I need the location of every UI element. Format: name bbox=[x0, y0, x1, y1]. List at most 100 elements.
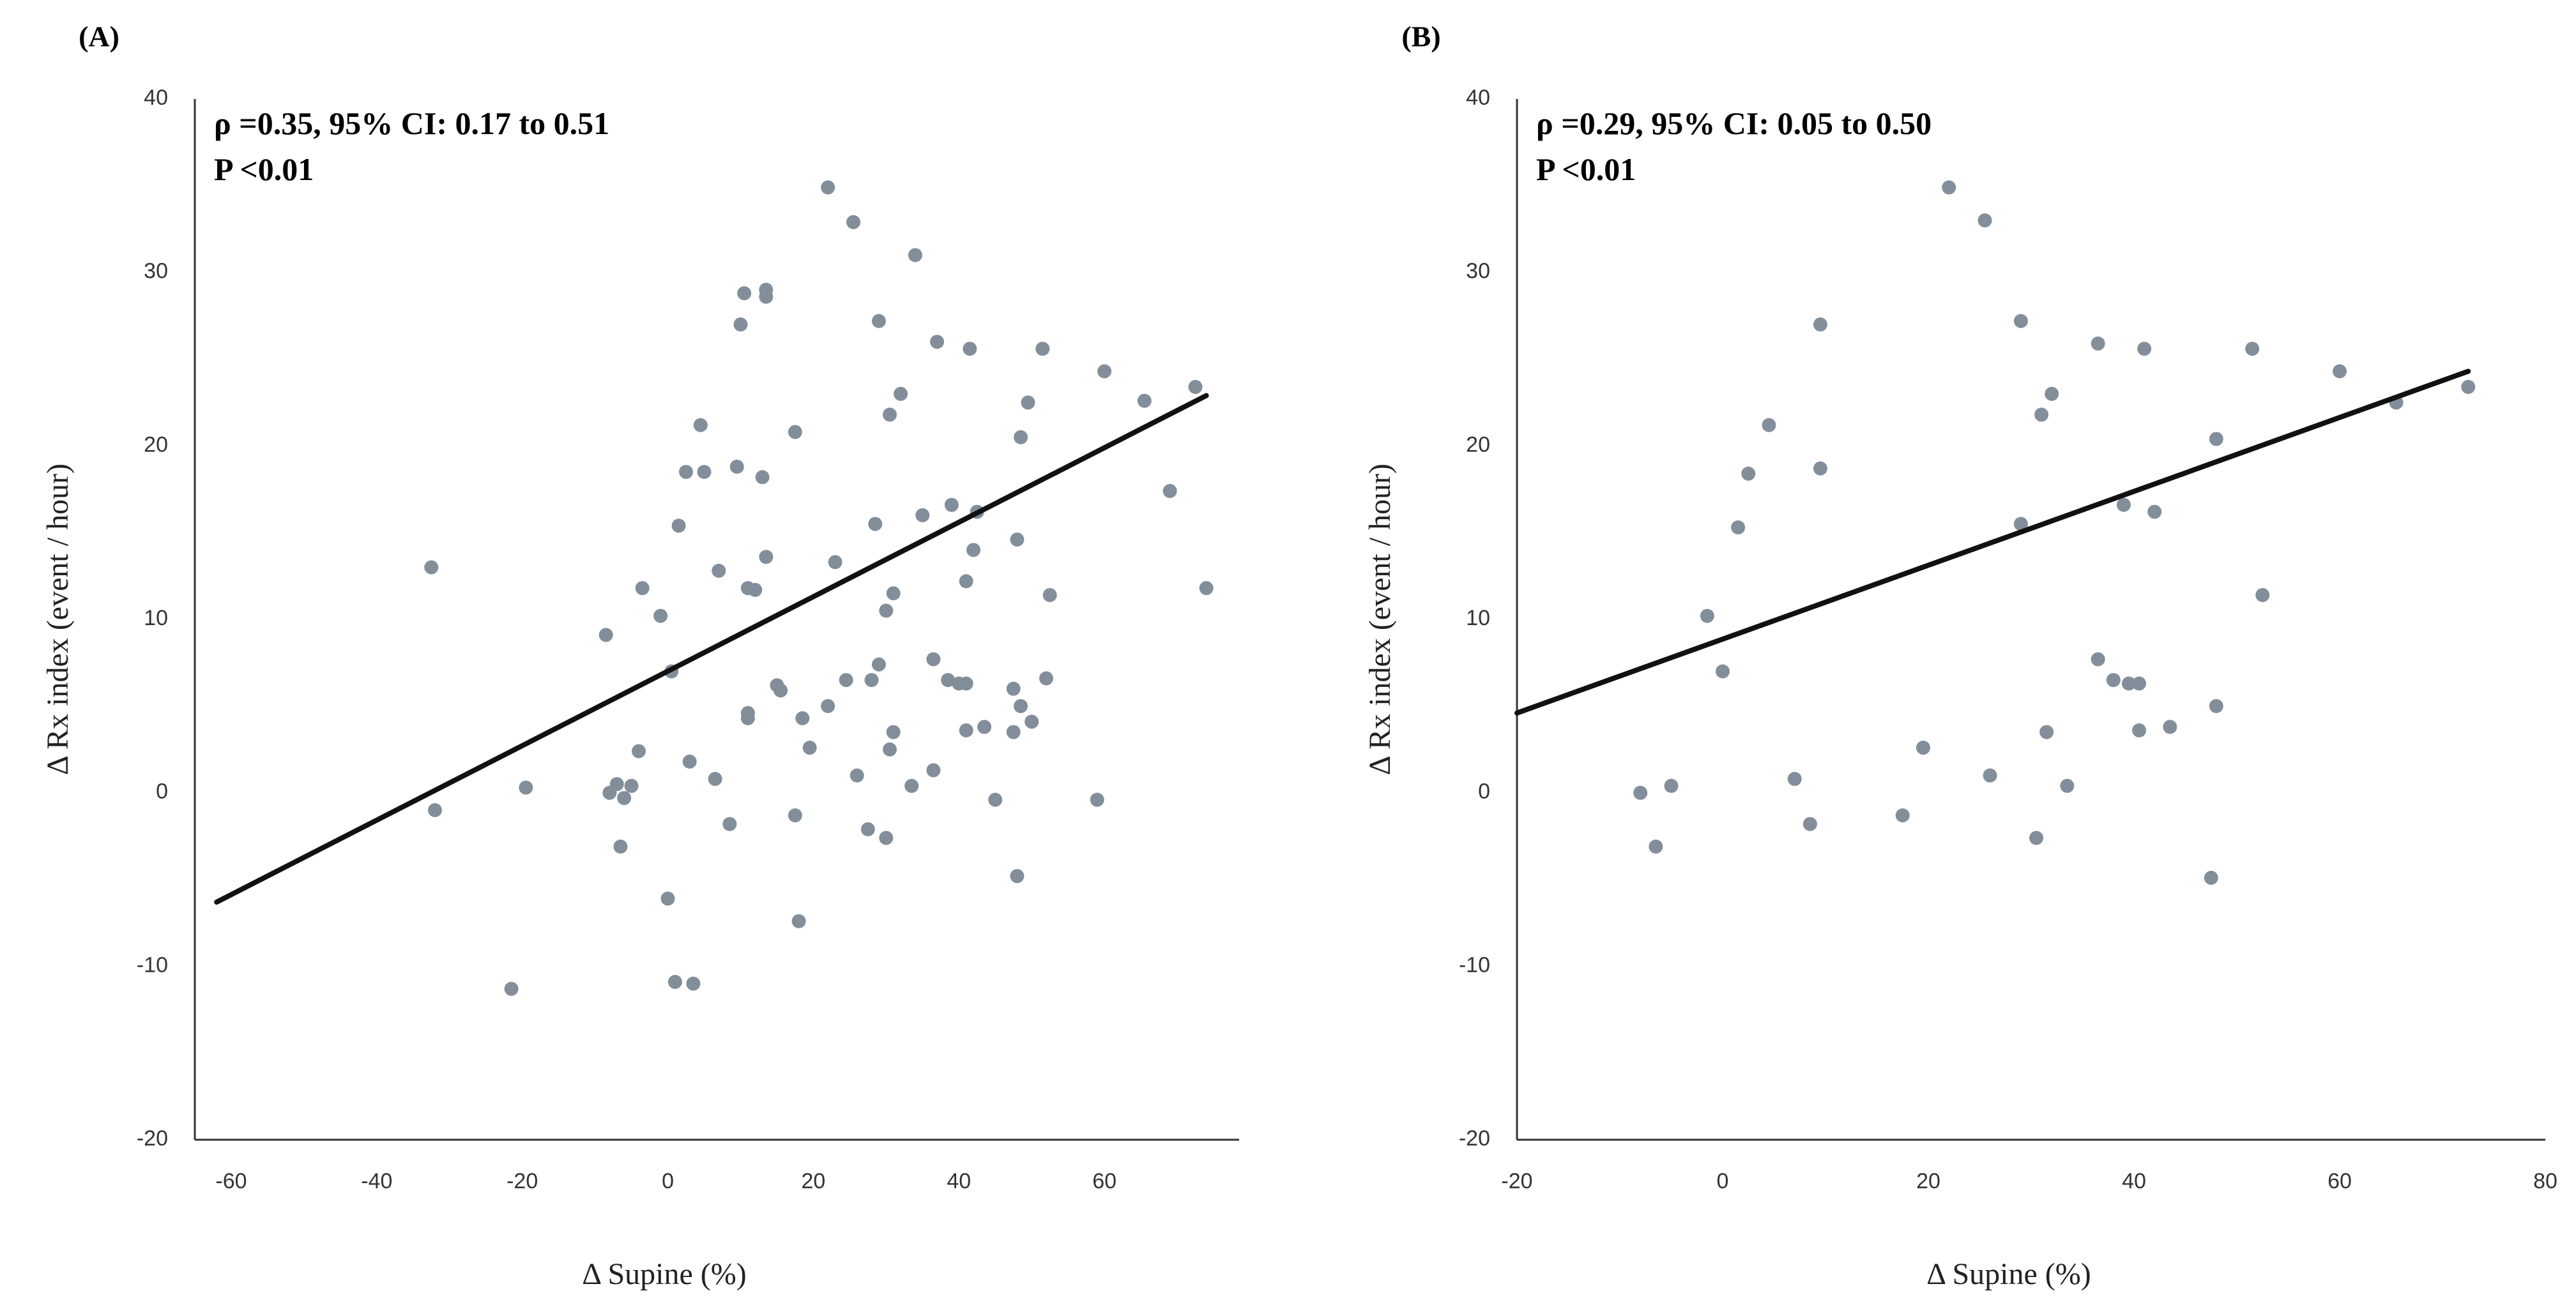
panel-a-scatter-point bbox=[1097, 364, 1112, 379]
panel-b-scatter-point bbox=[2209, 432, 2223, 446]
panel-a-scatter-point bbox=[988, 792, 1003, 807]
panel-a-scatter-point bbox=[755, 470, 770, 485]
panel-b-scatter-point bbox=[2029, 831, 2044, 845]
panel-b-scatter-point bbox=[1700, 608, 1714, 623]
panel-b-scatter-point bbox=[1802, 817, 1817, 831]
panel-a-scatter-point bbox=[712, 563, 726, 578]
panel-a-scatter-point bbox=[759, 550, 774, 564]
panel-a-scatter-point bbox=[708, 771, 722, 786]
panel-b-scatter-point bbox=[1731, 520, 1746, 535]
panel-a-scatter-point bbox=[635, 581, 650, 596]
panel-b-x-tick-label: 0 bbox=[1717, 1169, 1729, 1193]
panel-a-scatter-point bbox=[879, 603, 894, 618]
panel-a-scatter-point bbox=[904, 778, 919, 793]
panel-b-scatter-point bbox=[2039, 725, 2054, 739]
panel-a-scatter-point bbox=[748, 582, 763, 597]
panel-a-scatter-point bbox=[1025, 714, 1039, 729]
panel-a-scatter-point bbox=[504, 981, 519, 996]
panel-b-y-axis-title: Δ Rx index (event / hour) bbox=[1363, 464, 1397, 775]
panel-a-scatter-point bbox=[1090, 792, 1104, 807]
panel-b-scatter-point bbox=[2132, 723, 2147, 737]
panel-a-scatter-point bbox=[697, 465, 712, 480]
panel-a-x-tick-label: 60 bbox=[1092, 1169, 1117, 1193]
panel-a-scatter-point bbox=[926, 652, 941, 667]
panel-a-y-tick-label: 10 bbox=[144, 606, 168, 630]
panel-a-scatter-point bbox=[653, 608, 668, 623]
panel-b-x-axis-title: Δ Supine (%) bbox=[1926, 1257, 2091, 1291]
panel-a-scatter-point bbox=[883, 742, 897, 757]
panel-a-x-tick-label: -40 bbox=[361, 1169, 392, 1193]
panel-b-label: (B) bbox=[1401, 20, 1440, 53]
panel-a-scatter-point bbox=[613, 839, 628, 854]
panel-b-scatter-point bbox=[1983, 768, 1997, 783]
panel-b-scatter-point bbox=[2091, 336, 2105, 351]
panel-a-scatter-point bbox=[617, 790, 632, 805]
panel-a-y-tick-label: -20 bbox=[137, 1126, 168, 1151]
panel-b-scatter-point bbox=[2461, 379, 2476, 394]
panel-a-scatter-point bbox=[1199, 581, 1214, 596]
panel-a-scatter-point bbox=[886, 725, 901, 739]
panel-a-scatter-point bbox=[860, 822, 875, 836]
panel-a-scatter-point bbox=[519, 780, 533, 795]
panel-a-scatter-point bbox=[679, 465, 694, 480]
panel-a-scatter-point bbox=[791, 914, 806, 928]
panel-b-scatter-point bbox=[2147, 504, 2162, 519]
panel-a-scatter-point bbox=[1014, 699, 1028, 713]
panel-a-scatter-point bbox=[959, 574, 973, 589]
panel-a-scatter-point bbox=[839, 673, 853, 688]
panel-b-scatter-point bbox=[2091, 652, 2105, 667]
panel-a-scatter-point bbox=[1042, 587, 1057, 602]
panel-b-scatter-point bbox=[2034, 407, 2049, 422]
panel-a-scatter-point bbox=[941, 673, 956, 688]
panel-b-regression-line bbox=[1514, 368, 2471, 716]
panel-a-scatter-point bbox=[944, 497, 959, 512]
panel-b-scatter-point bbox=[2045, 386, 2059, 401]
panel-a-scatter-point bbox=[1010, 533, 1025, 547]
panel-a-x-axis-title: Δ Supine (%) bbox=[582, 1257, 747, 1291]
panel-a-scatter-point bbox=[624, 778, 639, 793]
panel-b-scatter-point bbox=[1895, 808, 1910, 822]
panel-a-scatter-point bbox=[737, 286, 752, 301]
panel-a-scatter-point bbox=[821, 180, 835, 195]
panel-a-scatter-point bbox=[963, 342, 977, 356]
panel-b-x-tick-label: 80 bbox=[2533, 1169, 2557, 1193]
panel-a-label: (A) bbox=[79, 20, 119, 53]
panel-a-scatter-point bbox=[427, 803, 442, 817]
panel-a-scatter-point bbox=[915, 508, 930, 522]
panel-a-scatter-point bbox=[1188, 379, 1203, 394]
panel-a-scatter-point bbox=[886, 586, 901, 601]
panel-b-y-tick-label: 10 bbox=[1466, 606, 1490, 630]
panel-a-scatter-point bbox=[850, 768, 864, 783]
panel-b-scatter-point bbox=[1978, 213, 1992, 228]
panel-a-scatter-point bbox=[788, 808, 802, 822]
panel-b-x-tick-label: -20 bbox=[1501, 1169, 1532, 1193]
panel-b-x-tick-label: 60 bbox=[2328, 1169, 2352, 1193]
panel-a-scatter-point bbox=[693, 418, 708, 432]
panel-a-scatter-point bbox=[926, 763, 941, 778]
panel-b-scatter-point bbox=[2060, 778, 2075, 793]
panel-b-scatter-point bbox=[1942, 180, 1956, 195]
panel-a-scatter-point bbox=[631, 744, 646, 759]
panel-b-scatter-point bbox=[1649, 839, 1663, 854]
panel-a-p-value-text: P <0.01 bbox=[214, 151, 314, 187]
panel-a-scatter-point bbox=[740, 711, 755, 725]
panel-a-scatter-point bbox=[868, 517, 883, 531]
panel-b-y-tick-label: 20 bbox=[1466, 432, 1490, 457]
panel-a-scatter-point bbox=[1137, 393, 1152, 408]
panel-a-x-tick-label: -20 bbox=[507, 1169, 538, 1193]
panel-a-scatter-point bbox=[682, 754, 697, 769]
panel-a-scatter-point bbox=[871, 314, 886, 328]
panel-a-scatter-point bbox=[795, 711, 810, 725]
panel-b-correlation-text: ρ =0.29, 95% CI: 0.05 to 0.50 bbox=[1536, 105, 1932, 141]
panel-b-scatter-point bbox=[2204, 870, 2218, 885]
panel-a-scatter-point bbox=[686, 976, 701, 991]
panel-b-scatter-point bbox=[2255, 587, 2270, 602]
panel-b-y-tick-label: -20 bbox=[1459, 1126, 1490, 1151]
panel-a-scatter-point bbox=[908, 248, 922, 262]
panel-b-scatter-point bbox=[1916, 741, 1930, 755]
panel-b-scatter-point bbox=[1633, 785, 1648, 800]
panel-a-scatter-point bbox=[660, 891, 675, 906]
panel-a-scatter-point bbox=[977, 720, 992, 734]
panel-b-scatter-point bbox=[2245, 342, 2260, 356]
